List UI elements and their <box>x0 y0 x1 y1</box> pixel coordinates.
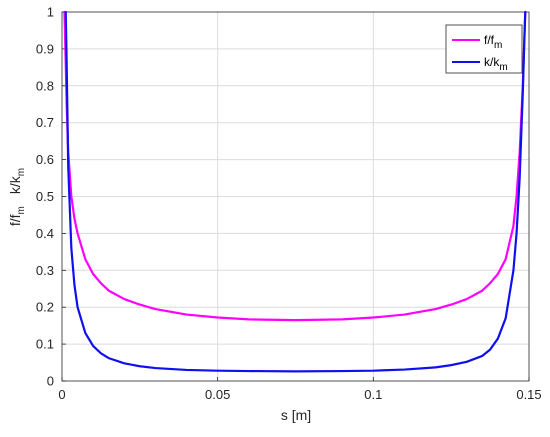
legend-box <box>445 24 523 74</box>
x-tick-label: 0.05 <box>205 387 230 402</box>
y-tick-label: 0.8 <box>36 78 54 93</box>
y-tick-label: 0.3 <box>36 263 54 278</box>
y-tick-label: 1 <box>47 5 54 20</box>
series-line-k-km <box>64 10 527 373</box>
x-tick-label: 0 <box>58 387 65 402</box>
legend-label-f-fm: f/fm <box>484 33 502 51</box>
y-tick-label: 0.7 <box>36 115 54 130</box>
y-tick-label: 0.5 <box>36 189 54 204</box>
y-axis-label-part1-sub: m <box>16 206 27 214</box>
y-axis-label-part1: f/f <box>7 214 23 226</box>
x-tick-label: 0.15 <box>516 387 541 402</box>
y-axis-label: f/fmk/km <box>7 168 27 226</box>
series-lines <box>63 10 527 373</box>
series-line-f-fm <box>63 10 527 322</box>
grid-lines <box>62 12 529 381</box>
legend-label-k-km: k/km <box>484 55 508 73</box>
y-tick-label: 0.2 <box>36 300 54 315</box>
y-axis-label-part2: k/k <box>7 175 23 194</box>
y-tick-label: 0.9 <box>36 41 54 56</box>
legend: f/fm k/km <box>445 24 523 74</box>
y-tick-label: 0.4 <box>36 226 54 241</box>
x-tick-label: 0.1 <box>364 387 382 402</box>
y-tick-label: 0 <box>47 374 54 389</box>
y-tick-label: 0.6 <box>36 152 54 167</box>
y-tick-label: 0.1 <box>36 337 54 352</box>
y-axis-label-part2-sub: m <box>16 168 27 176</box>
x-axis-label: s [m] <box>281 407 311 423</box>
tick-labels: 0 0.05 0.1 0.15 0 0.1 0.2 0.3 0.4 0.5 0.6 0.7 0.8 0.9… <box>36 5 542 403</box>
